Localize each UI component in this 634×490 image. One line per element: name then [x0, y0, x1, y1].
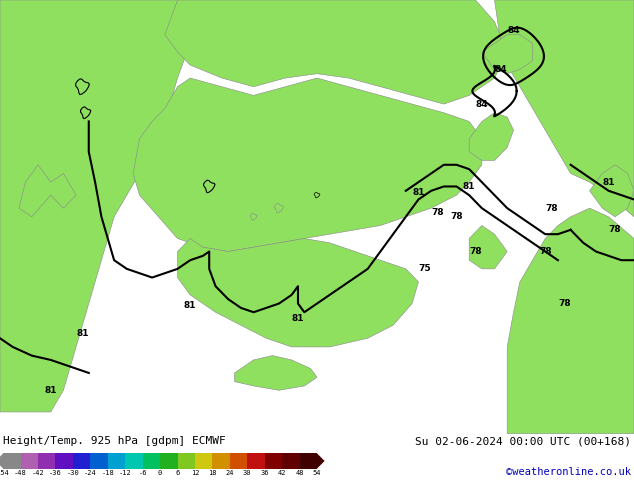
Text: -30: -30 [67, 470, 79, 476]
Text: 78: 78 [558, 299, 571, 308]
Text: 78: 78 [450, 212, 463, 221]
Text: Height/Temp. 925 hPa [gdpm] ECMWF: Height/Temp. 925 hPa [gdpm] ECMWF [3, 437, 226, 446]
Polygon shape [235, 356, 317, 390]
Bar [247, 453, 265, 468]
Polygon shape [0, 0, 190, 412]
Bar [91, 453, 108, 468]
Bar [265, 453, 282, 468]
Bar [56, 453, 73, 468]
Text: 6: 6 [176, 470, 179, 476]
Text: 24: 24 [226, 470, 234, 476]
Text: 84: 84 [495, 65, 507, 74]
Text: 81: 81 [412, 189, 425, 197]
Bar [230, 453, 247, 468]
Bar [299, 453, 317, 468]
Polygon shape [275, 203, 283, 213]
Text: 48: 48 [295, 470, 304, 476]
Text: -12: -12 [119, 470, 132, 476]
Polygon shape [590, 165, 634, 217]
Polygon shape [81, 107, 91, 119]
Text: 78: 78 [539, 247, 552, 256]
Bar [160, 453, 178, 468]
Bar [195, 453, 212, 468]
Bar [178, 453, 195, 468]
Text: 81: 81 [184, 301, 197, 310]
Text: 81: 81 [602, 178, 615, 187]
Text: 84: 84 [507, 26, 520, 35]
Text: 30: 30 [243, 470, 252, 476]
Polygon shape [165, 0, 507, 104]
Polygon shape [482, 35, 533, 74]
Text: -36: -36 [49, 470, 62, 476]
Bar [282, 453, 299, 468]
Text: -42: -42 [32, 470, 44, 476]
Polygon shape [19, 165, 76, 217]
Polygon shape [0, 453, 3, 468]
Text: 0: 0 [158, 470, 162, 476]
Text: -24: -24 [84, 470, 97, 476]
Text: 78: 78 [469, 247, 482, 256]
Polygon shape [317, 453, 325, 468]
Text: 18: 18 [208, 470, 217, 476]
Text: 81: 81 [463, 182, 476, 191]
Text: Su 02-06-2024 00:00 UTC (00+168): Su 02-06-2024 00:00 UTC (00+168) [415, 437, 631, 446]
Text: 78: 78 [609, 225, 621, 234]
Text: ©weatheronline.co.uk: ©weatheronline.co.uk [506, 467, 631, 477]
Bar [212, 453, 230, 468]
Text: -6: -6 [138, 470, 147, 476]
Text: -18: -18 [101, 470, 114, 476]
Text: 36: 36 [261, 470, 269, 476]
Bar [38, 453, 56, 468]
Bar [20, 453, 38, 468]
Polygon shape [133, 78, 482, 251]
Text: 75: 75 [418, 265, 431, 273]
Polygon shape [75, 79, 89, 95]
Text: 84: 84 [476, 99, 488, 109]
Text: 81: 81 [76, 329, 89, 339]
Text: 12: 12 [191, 470, 199, 476]
Text: 81: 81 [292, 314, 304, 323]
Polygon shape [495, 0, 634, 217]
Text: 42: 42 [278, 470, 287, 476]
Text: 81: 81 [44, 386, 57, 395]
Polygon shape [469, 113, 514, 160]
Text: 54: 54 [313, 470, 321, 476]
Text: -48: -48 [14, 470, 27, 476]
Polygon shape [204, 180, 215, 193]
Text: 78: 78 [545, 204, 558, 213]
Polygon shape [507, 208, 634, 434]
Bar [73, 453, 90, 468]
Bar [3, 453, 20, 468]
Bar [143, 453, 160, 468]
Bar [108, 453, 126, 468]
Polygon shape [178, 239, 418, 347]
Polygon shape [250, 213, 257, 220]
Bar [126, 453, 143, 468]
Polygon shape [469, 225, 507, 269]
Text: 78: 78 [431, 208, 444, 217]
Polygon shape [314, 193, 320, 198]
Text: -54: -54 [0, 470, 10, 476]
